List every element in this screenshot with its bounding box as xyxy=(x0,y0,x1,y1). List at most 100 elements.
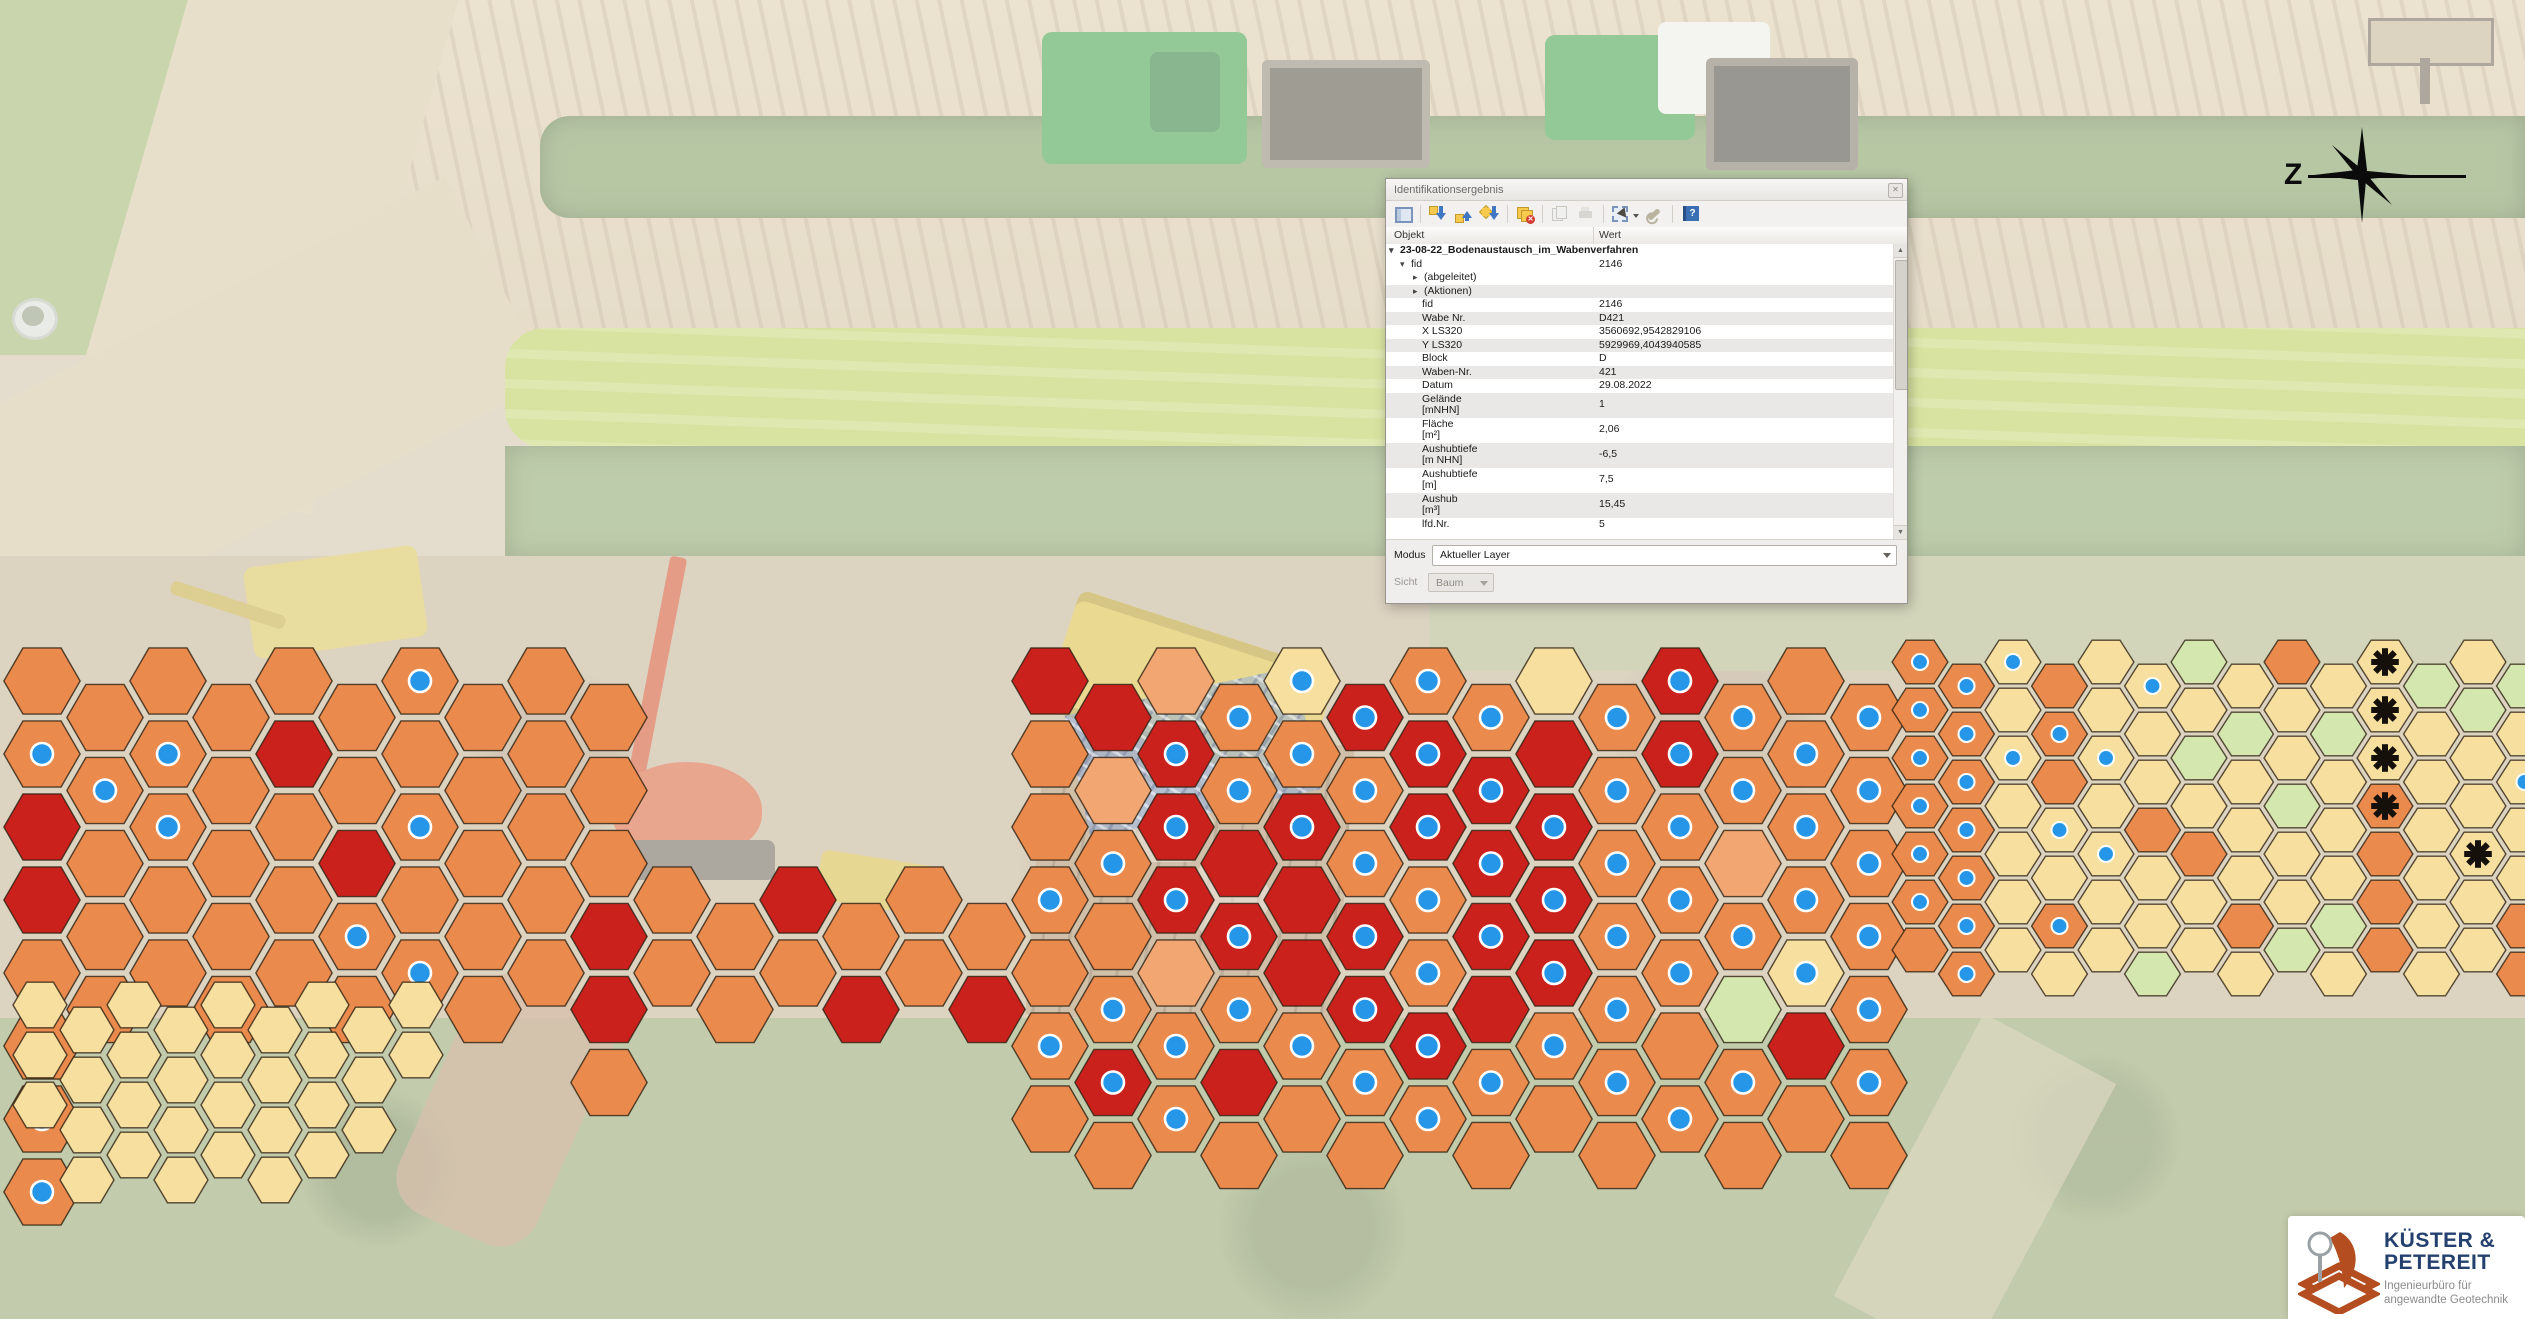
hex-cell[interactable] xyxy=(1263,866,1341,934)
hex-cell[interactable] xyxy=(2170,831,2228,877)
tree-row[interactable]: X LS320 3560692,9542829106 xyxy=(1386,325,1894,339)
view-select[interactable]: Baum xyxy=(1428,573,1494,592)
hex-cell[interactable] xyxy=(2170,879,2228,925)
hex-cell[interactable] xyxy=(1830,1121,1908,1190)
tree-row[interactable]: Y LS320 5929969,4043940585 xyxy=(1386,338,1894,352)
hex-cell[interactable] xyxy=(2170,783,2228,829)
hex-cell[interactable] xyxy=(1515,720,1593,788)
identify-mode-button[interactable] xyxy=(1610,204,1640,224)
hex-cell[interactable] xyxy=(247,1006,303,1054)
hex-cell[interactable] xyxy=(341,1056,397,1104)
hex-cell[interactable] xyxy=(153,1156,209,1204)
settings-button[interactable] xyxy=(1644,204,1666,224)
hex-cell[interactable] xyxy=(2123,951,2182,997)
hex-cell[interactable] xyxy=(948,902,1026,971)
hex-cell[interactable] xyxy=(507,939,585,1007)
hex-cell[interactable] xyxy=(2216,903,2275,949)
hex-cell[interactable] xyxy=(1641,1012,1719,1080)
hex-cell[interactable] xyxy=(1074,756,1152,825)
hex-cell[interactable] xyxy=(200,1031,256,1079)
hex-cell[interactable] xyxy=(633,939,711,1007)
close-button[interactable]: ✕ xyxy=(1888,183,1903,198)
hex-cell[interactable] xyxy=(1984,879,2042,925)
hex-cell[interactable] xyxy=(1074,902,1152,971)
hex-cell[interactable] xyxy=(2123,903,2182,949)
scroll-down-button[interactable]: ▼ xyxy=(1894,525,1907,539)
tree-row[interactable]: Block D xyxy=(1386,352,1894,366)
hex-cell[interactable] xyxy=(200,1131,256,1179)
hex-cell[interactable] xyxy=(570,829,648,898)
tree-row[interactable]: ▾ 23-08-22_Bodenaustausch_im_Wabenverfahr… xyxy=(1386,244,1894,258)
hex-cell[interactable] xyxy=(2495,951,2525,997)
hex-cell[interactable] xyxy=(444,902,522,971)
hex-cell[interactable] xyxy=(12,981,68,1029)
hex-cell[interactable] xyxy=(1011,720,1089,788)
hex-cell[interactable] xyxy=(59,1106,115,1154)
hex-cell[interactable] xyxy=(948,975,1026,1044)
hex-cell[interactable] xyxy=(255,647,333,715)
hex-cell[interactable] xyxy=(759,939,837,1007)
hex-cell[interactable] xyxy=(696,975,774,1044)
hex-cell[interactable] xyxy=(200,981,256,1029)
hex-cell[interactable] xyxy=(1200,1121,1278,1190)
hex-cell[interactable] xyxy=(2216,807,2275,853)
hex-cell[interactable] xyxy=(2170,927,2228,973)
hex-cell[interactable] xyxy=(2263,783,2321,829)
hex-cell[interactable] xyxy=(633,866,711,934)
hex-cell[interactable] xyxy=(570,902,648,971)
tree-row[interactable]: fid 2146 xyxy=(1386,298,1894,312)
hex-cell[interactable] xyxy=(570,683,648,752)
hex-cell[interactable] xyxy=(381,720,459,788)
hex-cell[interactable] xyxy=(2309,951,2368,997)
hex-cell[interactable] xyxy=(507,647,585,715)
tree-row[interactable]: ▸ (abgeleitet) xyxy=(1386,271,1894,285)
hex-cell[interactable] xyxy=(318,683,396,752)
hex-cell[interactable] xyxy=(153,1006,209,1054)
hex-cell[interactable] xyxy=(2216,663,2275,709)
dialog-titlebar[interactable]: Identifikationsergebnis ✕ xyxy=(1386,179,1907,201)
hex-cell[interactable] xyxy=(1011,647,1089,715)
hex-cell[interactable] xyxy=(1578,1121,1656,1190)
hex-cell[interactable] xyxy=(444,975,522,1044)
hex-cell[interactable] xyxy=(106,1131,162,1179)
hex-cell[interactable] xyxy=(388,981,444,1029)
hex-cell[interactable] xyxy=(696,902,774,971)
tree-row[interactable]: Fläche [m²] 2,06 xyxy=(1386,418,1894,443)
hex-cell[interactable] xyxy=(2123,855,2182,901)
hex-cell[interactable] xyxy=(1011,793,1089,861)
hex-cell[interactable] xyxy=(381,866,459,934)
hex-cell[interactable] xyxy=(59,1006,115,1054)
hex-cell[interactable] xyxy=(2216,855,2275,901)
hex-cell[interactable] xyxy=(1452,1121,1530,1190)
hex-cell[interactable] xyxy=(2402,903,2461,949)
collapse-row-icon[interactable]: ▾ xyxy=(1389,245,1394,255)
hex-cell[interactable] xyxy=(2263,831,2321,877)
hex-cell[interactable] xyxy=(2030,951,2089,997)
tree-row[interactable]: Aushub [m³] 15,45 xyxy=(1386,492,1894,518)
hex-cell[interactable] xyxy=(2449,687,2507,733)
hex-cell[interactable] xyxy=(2030,663,2089,709)
identify-results-dialog[interactable]: Identifikationsergebnis ✕ xyxy=(1385,178,1908,604)
hex-cell[interactable] xyxy=(3,866,81,934)
hex-cell[interactable] xyxy=(2449,783,2507,829)
print-button[interactable] xyxy=(1575,204,1597,224)
clear-results-button[interactable]: ✕ xyxy=(1514,204,1536,224)
tree-row[interactable]: lfd.Nr. 5 xyxy=(1386,518,1894,532)
hex-cell[interactable] xyxy=(2495,903,2525,949)
collapse-tree-button[interactable] xyxy=(1453,204,1475,224)
hex-cell[interactable] xyxy=(2170,687,2228,733)
hex-cell[interactable] xyxy=(2449,639,2507,685)
hex-cell[interactable] xyxy=(2495,711,2525,757)
hex-cell[interactable] xyxy=(192,756,270,825)
hex-cell[interactable] xyxy=(1263,939,1341,1007)
hex-cell[interactable] xyxy=(66,902,144,971)
hex-cell[interactable] xyxy=(444,683,522,752)
hex-cell[interactable] xyxy=(1984,783,2042,829)
hex-cell[interactable] xyxy=(2402,951,2461,997)
hex-cell[interactable] xyxy=(2263,735,2321,781)
hex-cell[interactable] xyxy=(66,683,144,752)
hex-cell[interactable] xyxy=(444,829,522,898)
expand-row-icon[interactable]: ▸ xyxy=(1413,272,1418,282)
hex-cell[interactable] xyxy=(2449,879,2507,925)
